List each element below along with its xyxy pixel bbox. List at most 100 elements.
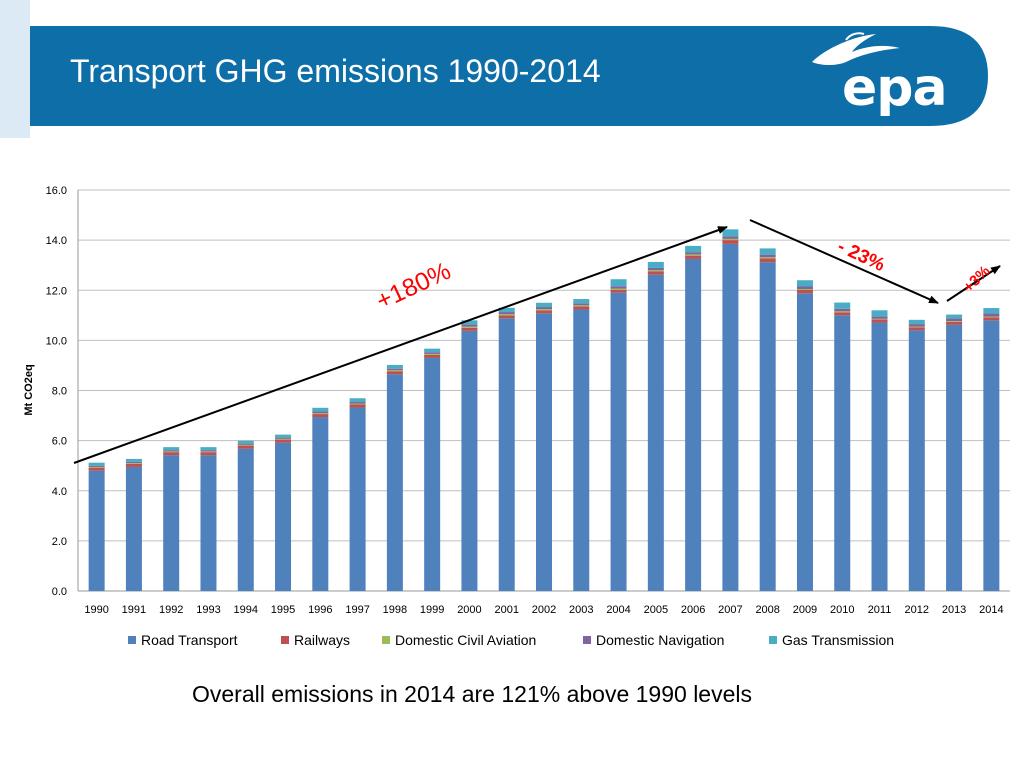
bar-segment [312, 411, 329, 414]
bar-segment [908, 324, 925, 327]
bar-segment [722, 229, 739, 237]
bar-segment [200, 450, 217, 452]
x-tick-label: 2010 [830, 604, 854, 616]
x-tick-label: 1990 [84, 604, 108, 616]
legend-label: Gas Transmission [782, 632, 894, 648]
x-tick-label: 2013 [942, 604, 966, 616]
bar-segment [386, 371, 403, 375]
bar-segment [759, 248, 776, 255]
header-left-strip [0, 0, 30, 138]
y-tick-label: 6.0 [52, 436, 67, 448]
bar-segment [237, 444, 254, 446]
bar-segment [983, 316, 1000, 318]
bar-segment [722, 238, 739, 241]
bar-segment [275, 442, 292, 591]
bar-segment [983, 317, 1000, 321]
bar-segment [796, 289, 813, 294]
legend-swatch [128, 636, 136, 644]
bar-segment [647, 270, 664, 272]
header-blue-bar [30, 26, 988, 126]
bar-segment [163, 451, 180, 453]
bar-segment [908, 327, 925, 331]
y-tick-label: 0.0 [52, 586, 67, 598]
x-tick-label: 1999 [420, 604, 444, 616]
x-tick-label: 2000 [457, 604, 481, 616]
bar-segment [871, 318, 888, 320]
bar-segment [237, 443, 254, 445]
bar-segment [536, 310, 552, 314]
bar-segment [498, 318, 515, 591]
bar-segment [573, 306, 590, 310]
y-tick-label: 2.0 [52, 536, 67, 548]
bar-segment [573, 303, 590, 306]
bar-segment [722, 240, 739, 244]
bar-segment [200, 451, 217, 453]
bar-segment [424, 352, 441, 354]
bar-segment [759, 262, 776, 591]
bar-segment [349, 403, 366, 405]
bar-segment [498, 314, 515, 316]
bar-segment [871, 322, 888, 591]
x-tick-label: 2006 [681, 604, 705, 616]
bar-segment [461, 330, 478, 591]
bar-segment [312, 417, 329, 591]
bar-segment [796, 280, 813, 287]
bar-segment [685, 252, 702, 255]
legend-swatch [382, 636, 390, 644]
bar-segment [685, 245, 702, 253]
bar-segment [349, 402, 366, 404]
y-tick-label: 4.0 [52, 486, 67, 498]
bar-segment [647, 271, 664, 275]
bar-segment [834, 312, 851, 316]
bar-segment [610, 286, 627, 289]
x-tick-label: 1993 [196, 604, 220, 616]
bar-segment [125, 466, 142, 591]
bar-segment [275, 437, 292, 439]
bar-segment [573, 299, 590, 304]
bar-segment [424, 357, 441, 591]
bar-segment [461, 324, 478, 327]
epa-swoosh-icon [812, 32, 900, 65]
y-tick-label: 8.0 [52, 386, 67, 398]
bar-segment [536, 313, 552, 591]
bar-segment [685, 255, 702, 259]
bar-segment [610, 289, 627, 293]
bar-segment [163, 452, 180, 456]
bar-segment [610, 292, 627, 591]
bar-segment [610, 288, 627, 290]
chart-x-ticks: 1990 1991 1992 1993 1994 1995 1996 1997 1998 1999… [84, 604, 1003, 616]
bar-segment [536, 302, 552, 308]
bar-segment [461, 326, 478, 328]
x-tick-label: 1992 [159, 604, 183, 616]
rise-arrow [73, 226, 728, 464]
legend-swatch [281, 636, 289, 644]
bar-segment [386, 368, 403, 371]
x-tick-label: 1994 [234, 604, 258, 616]
bar-segment [834, 315, 851, 591]
bar-segment [946, 324, 963, 591]
x-tick-label: 2008 [755, 604, 779, 616]
bar-segment [88, 466, 105, 468]
bar-segment [386, 374, 403, 591]
bar-segment [946, 321, 963, 325]
bar-segment [759, 258, 776, 263]
y-tick-label: 12.0 [46, 285, 67, 297]
bar-segment [349, 404, 366, 408]
bar-segment [275, 439, 292, 443]
bar-segment [536, 307, 552, 310]
bar-segment [759, 257, 776, 259]
chart-y-axis-label: Mt CO2eq [23, 364, 35, 415]
bar-segment [163, 450, 180, 452]
bar-segment [536, 309, 552, 311]
bar-segment [871, 310, 888, 317]
bar-segment [908, 330, 925, 591]
bar-segment [312, 414, 329, 418]
x-tick-label: 2009 [793, 604, 817, 616]
bar-segment [759, 254, 776, 258]
bar-segment [386, 370, 403, 372]
bar-segment [908, 319, 925, 325]
bar-segment [834, 308, 851, 312]
bar-segment [386, 364, 403, 369]
bar-segment [237, 448, 254, 591]
bar-segment [349, 398, 366, 403]
